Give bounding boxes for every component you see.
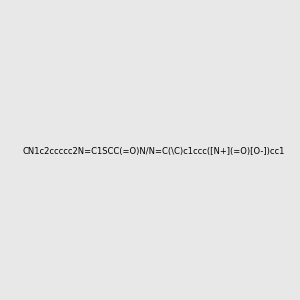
Text: CN1c2ccccc2N=C1SCC(=O)N/N=C(\C)c1ccc([N+](=O)[O-])cc1: CN1c2ccccc2N=C1SCC(=O)N/N=C(\C)c1ccc([N+… <box>22 147 285 156</box>
